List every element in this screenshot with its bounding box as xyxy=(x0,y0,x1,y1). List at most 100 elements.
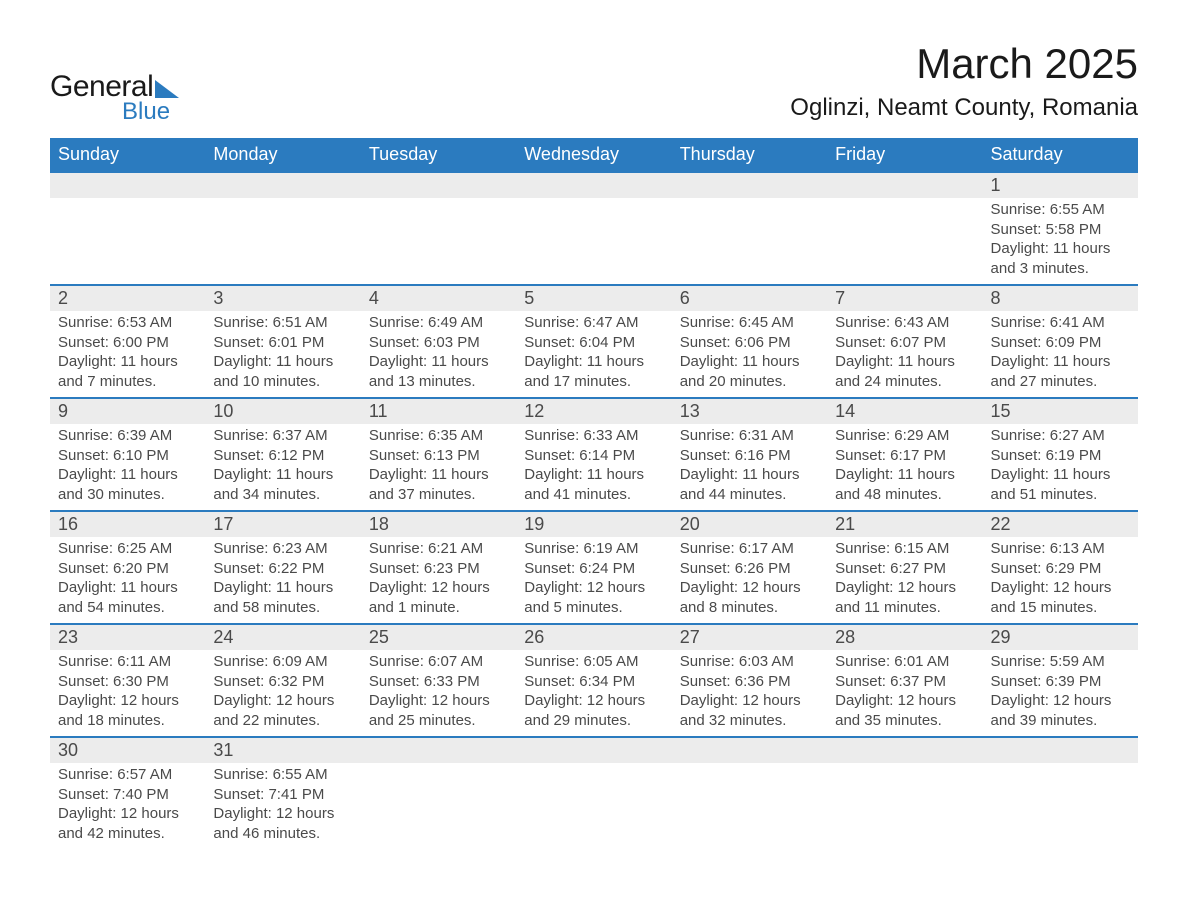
day-ss: Sunset: 5:58 PM xyxy=(991,220,1130,240)
day-d2: and 15 minutes. xyxy=(991,598,1130,618)
day-d2: and 32 minutes. xyxy=(680,711,819,731)
day-sr: Sunrise: 6:55 AM xyxy=(213,765,352,785)
day-detail-cell: Sunrise: 6:21 AMSunset: 6:23 PMDaylight:… xyxy=(361,537,516,624)
week-detail-row: Sunrise: 6:11 AMSunset: 6:30 PMDaylight:… xyxy=(50,650,1138,737)
day-d1: Daylight: 12 hours xyxy=(213,804,352,824)
day-d2: and 34 minutes. xyxy=(213,485,352,505)
day-d2: and 54 minutes. xyxy=(58,598,197,618)
day-d2: and 29 minutes. xyxy=(524,711,663,731)
day-sr: Sunrise: 6:37 AM xyxy=(213,426,352,446)
day-d2: and 48 minutes. xyxy=(835,485,974,505)
day-number-cell: 25 xyxy=(361,624,516,650)
day-detail-cell: Sunrise: 6:47 AMSunset: 6:04 PMDaylight:… xyxy=(516,311,671,398)
day-ss: Sunset: 6:00 PM xyxy=(58,333,197,353)
day-sr: Sunrise: 6:25 AM xyxy=(58,539,197,559)
day-sr: Sunrise: 6:11 AM xyxy=(58,652,197,672)
day-number: 21 xyxy=(827,512,982,537)
day-number-cell: 19 xyxy=(516,511,671,537)
day-number: 15 xyxy=(983,399,1138,424)
day-sr: Sunrise: 6:05 AM xyxy=(524,652,663,672)
day-d1: Daylight: 11 hours xyxy=(58,352,197,372)
week-detail-row: Sunrise: 6:57 AMSunset: 7:40 PMDaylight:… xyxy=(50,763,1138,849)
day-number-cell: 13 xyxy=(672,398,827,424)
week-daynum-row: 9101112131415 xyxy=(50,398,1138,424)
day-number-cell xyxy=(516,737,671,763)
day-sr: Sunrise: 6:31 AM xyxy=(680,426,819,446)
day-number: 20 xyxy=(672,512,827,537)
day-d1: Daylight: 11 hours xyxy=(680,352,819,372)
day-number-cell xyxy=(827,172,982,198)
day-detail-cell: Sunrise: 6:27 AMSunset: 6:19 PMDaylight:… xyxy=(983,424,1138,511)
day-d1: Daylight: 11 hours xyxy=(58,465,197,485)
day-detail-cell: Sunrise: 6:55 AMSunset: 7:41 PMDaylight:… xyxy=(205,763,360,849)
day-ss: Sunset: 6:36 PM xyxy=(680,672,819,692)
day-detail-cell xyxy=(827,198,982,285)
day-number-cell xyxy=(827,737,982,763)
day-ss: Sunset: 6:13 PM xyxy=(369,446,508,466)
day-sr: Sunrise: 6:19 AM xyxy=(524,539,663,559)
weekday-header: Monday xyxy=(205,138,360,172)
day-detail-cell: Sunrise: 6:07 AMSunset: 6:33 PMDaylight:… xyxy=(361,650,516,737)
day-detail-cell: Sunrise: 6:31 AMSunset: 6:16 PMDaylight:… xyxy=(672,424,827,511)
day-d2: and 22 minutes. xyxy=(213,711,352,731)
day-sr: Sunrise: 5:59 AM xyxy=(991,652,1130,672)
day-ss: Sunset: 6:01 PM xyxy=(213,333,352,353)
weekday-header: Friday xyxy=(827,138,982,172)
day-d1: Daylight: 11 hours xyxy=(58,578,197,598)
day-number: 3 xyxy=(205,286,360,311)
day-d2: and 51 minutes. xyxy=(991,485,1130,505)
day-sr: Sunrise: 6:13 AM xyxy=(991,539,1130,559)
day-sr: Sunrise: 6:23 AM xyxy=(213,539,352,559)
day-d1: Daylight: 11 hours xyxy=(524,352,663,372)
day-number: 17 xyxy=(205,512,360,537)
day-d2: and 17 minutes. xyxy=(524,372,663,392)
day-ss: Sunset: 6:32 PM xyxy=(213,672,352,692)
day-d1: Daylight: 12 hours xyxy=(991,578,1130,598)
day-number-cell: 23 xyxy=(50,624,205,650)
day-number-cell: 24 xyxy=(205,624,360,650)
day-detail-cell xyxy=(827,763,982,849)
logo: General Blue xyxy=(50,70,179,126)
day-number-cell: 18 xyxy=(361,511,516,537)
day-ss: Sunset: 6:33 PM xyxy=(369,672,508,692)
day-number: 12 xyxy=(516,399,671,424)
day-d2: and 42 minutes. xyxy=(58,824,197,844)
day-d2: and 5 minutes. xyxy=(524,598,663,618)
day-number: 26 xyxy=(516,625,671,650)
day-ss: Sunset: 6:07 PM xyxy=(835,333,974,353)
day-ss: Sunset: 6:04 PM xyxy=(524,333,663,353)
day-ss: Sunset: 7:41 PM xyxy=(213,785,352,805)
day-number: 25 xyxy=(361,625,516,650)
day-number-cell xyxy=(516,172,671,198)
day-number-cell: 7 xyxy=(827,285,982,311)
day-d2: and 58 minutes. xyxy=(213,598,352,618)
day-d1: Daylight: 11 hours xyxy=(991,239,1130,259)
day-number: 9 xyxy=(50,399,205,424)
day-number: 28 xyxy=(827,625,982,650)
day-d2: and 18 minutes. xyxy=(58,711,197,731)
day-detail-cell: Sunrise: 6:29 AMSunset: 6:17 PMDaylight:… xyxy=(827,424,982,511)
day-number-cell: 16 xyxy=(50,511,205,537)
day-number: 19 xyxy=(516,512,671,537)
day-sr: Sunrise: 6:47 AM xyxy=(524,313,663,333)
day-number-cell: 1 xyxy=(983,172,1138,198)
day-ss: Sunset: 6:03 PM xyxy=(369,333,508,353)
day-ss: Sunset: 6:10 PM xyxy=(58,446,197,466)
day-d2: and 30 minutes. xyxy=(58,485,197,505)
day-number: 10 xyxy=(205,399,360,424)
day-sr: Sunrise: 6:35 AM xyxy=(369,426,508,446)
day-d2: and 7 minutes. xyxy=(58,372,197,392)
logo-text-blue: Blue xyxy=(122,98,179,126)
day-number: 18 xyxy=(361,512,516,537)
weekday-header-row: SundayMondayTuesdayWednesdayThursdayFrid… xyxy=(50,138,1138,172)
day-d1: Daylight: 12 hours xyxy=(524,691,663,711)
day-ss: Sunset: 6:27 PM xyxy=(835,559,974,579)
weekday-header: Wednesday xyxy=(516,138,671,172)
day-number-cell: 31 xyxy=(205,737,360,763)
week-daynum-row: 3031 xyxy=(50,737,1138,763)
day-detail-cell: Sunrise: 6:37 AMSunset: 6:12 PMDaylight:… xyxy=(205,424,360,511)
day-d2: and 20 minutes. xyxy=(680,372,819,392)
day-number: 24 xyxy=(205,625,360,650)
day-d1: Daylight: 11 hours xyxy=(991,465,1130,485)
day-number-cell xyxy=(205,172,360,198)
